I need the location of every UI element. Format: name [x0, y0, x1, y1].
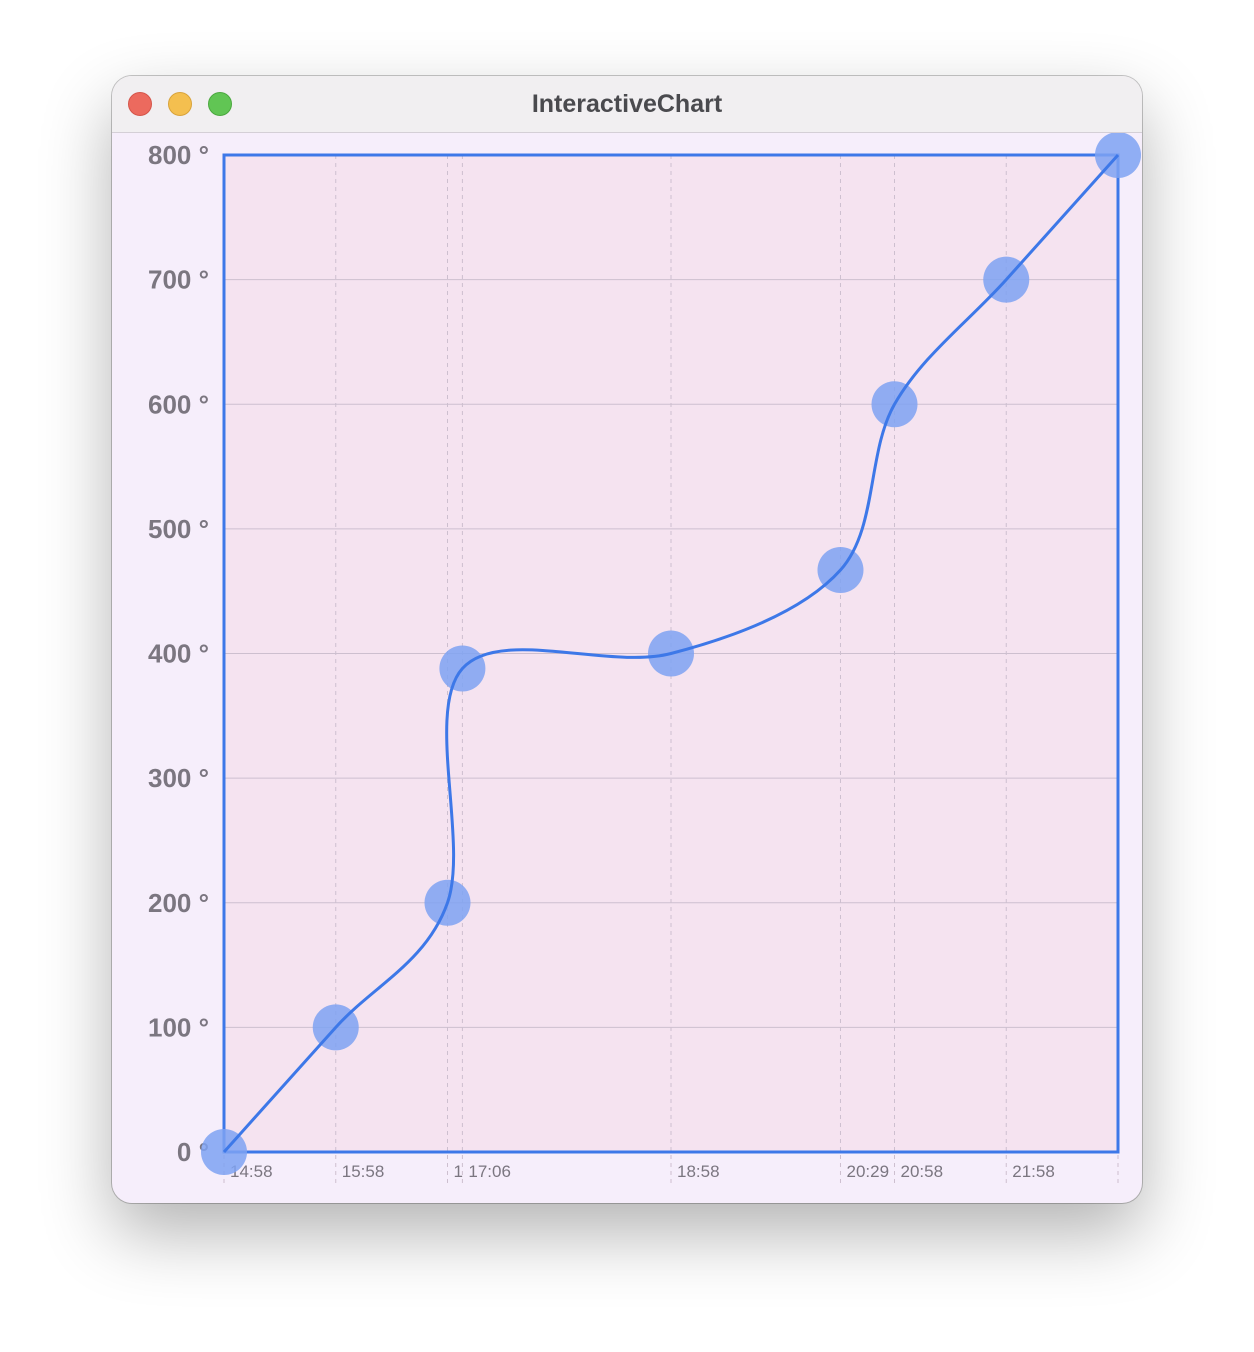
y-tick-label: 700 °	[148, 265, 209, 295]
x-tick-label: 17:06	[468, 1162, 511, 1181]
y-tick-label: 300 °	[148, 763, 209, 793]
x-tick-label: 20:58	[901, 1162, 944, 1181]
x-tick-label: 21:58	[1012, 1162, 1055, 1181]
window-title: InteractiveChart	[531, 90, 723, 118]
line-chart[interactable]: 0 °100 °200 °300 °400 °500 °600 °700 °80…	[112, 133, 1142, 1203]
zoom-window-button[interactable]	[208, 92, 232, 116]
plot-frame	[222, 153, 1120, 1154]
x-tick-label: 1	[454, 1162, 463, 1181]
x-tick-label: 15:58	[342, 1162, 385, 1181]
y-tick-label: 800 °	[148, 140, 209, 170]
y-tick-label: 400 °	[148, 639, 209, 669]
y-tick-label: 600 °	[148, 389, 209, 419]
app-window: InteractiveChart 0 ° 100 ° 200 ° 300 ° 400 °…	[112, 76, 1142, 1203]
x-tick-label: 20:29	[846, 1162, 889, 1181]
x-tick-label: 18:58	[677, 1162, 720, 1181]
series-line	[222, 153, 1120, 1154]
close-window-button[interactable]	[128, 92, 152, 116]
minimize-window-button[interactable]	[168, 92, 192, 116]
title-bar: InteractiveChart	[112, 76, 1142, 133]
y-tick-label: 500 °	[148, 514, 209, 544]
y-tick-label: 200 °	[148, 888, 209, 918]
y-tick-label: 100 °	[148, 1012, 209, 1042]
